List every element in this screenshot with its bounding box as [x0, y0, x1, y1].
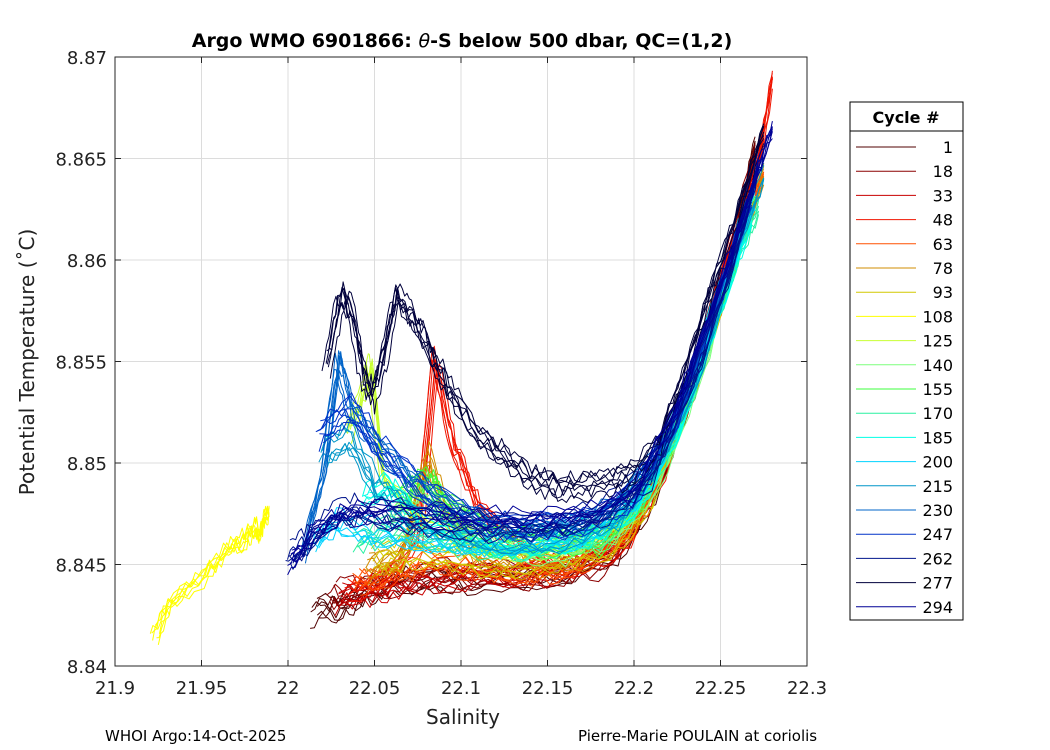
legend-title: Cycle #	[873, 108, 940, 127]
y-axis: 8.84 8.845 8.85 8.855 8.86 8.865 8.87	[55, 48, 807, 678]
legend-entry-48: 48	[933, 211, 953, 230]
legend-entry-200: 200	[922, 453, 953, 472]
legend-entry-93: 93	[933, 283, 953, 302]
profile-line-cycle-277	[326, 126, 765, 487]
legend-entry-155: 155	[922, 380, 953, 399]
profile-line-cycle-277	[321, 135, 765, 496]
legend-entry-140: 140	[922, 356, 953, 375]
legend-entry-185: 185	[922, 428, 953, 447]
legend-entry-170: 170	[922, 404, 953, 423]
profile-line-cycle-262	[292, 163, 760, 564]
y-tick-label: 8.855	[55, 353, 107, 374]
x-tick-label: 22.25	[695, 678, 747, 699]
profile-line-cycle-294	[292, 132, 773, 563]
profile-line-cycle-262	[288, 165, 760, 560]
profile-line-cycle-294	[287, 131, 773, 566]
x-tick-label: 21.95	[176, 678, 228, 699]
y-tick-label: 8.845	[55, 556, 107, 577]
y-tick-label: 8.87	[67, 48, 107, 69]
legend-entry-277: 277	[922, 574, 953, 593]
profile-line-cycle-262	[289, 165, 760, 560]
legend-entry-63: 63	[933, 235, 953, 254]
legend-entry-108: 108	[922, 307, 953, 326]
legend-entry-78: 78	[933, 259, 953, 278]
legend-entry-230: 230	[922, 501, 953, 520]
x-tick-label: 22.2	[614, 678, 654, 699]
legend-entry-33: 33	[933, 186, 953, 205]
x-tick-label: 22.15	[522, 678, 574, 699]
profile-line-cycle-294	[290, 126, 773, 555]
legend: Cycle # 1 18 33 48 63 78 93 108 125 140 155 170 185 2…	[849, 101, 964, 621]
y-tick-label: 8.86	[67, 251, 107, 272]
footer-left: WHOI Argo:14-Oct-2025	[105, 727, 286, 745]
x-axis-label: Salinity	[426, 705, 500, 729]
legend-box	[849, 101, 964, 621]
legend-entry-294: 294	[922, 598, 953, 617]
x-axis: 21.9 21.95 22 22.05 22.1 22.15 22.2 22.25 22.3	[95, 57, 827, 699]
chart-title: Argo WMO 6901866: θ-S below 500 dbar, QC…	[192, 30, 733, 52]
legend-entry-125: 125	[922, 332, 953, 351]
profile-line-cycle-215	[327, 179, 765, 555]
profile-line-cycle-247	[319, 201, 753, 543]
legend-entry-1: 1	[943, 138, 953, 157]
x-tick-label: 22.3	[787, 678, 827, 699]
profile-line-cycle-262	[289, 169, 760, 570]
footer-right: Pierre-Marie POULAIN at coriolis	[578, 727, 817, 745]
x-tick-label: 21.9	[95, 678, 135, 699]
legend-entry-247: 247	[922, 525, 953, 544]
legend-entry-215: 215	[922, 477, 953, 496]
legend-entry-262: 262	[922, 549, 953, 568]
profile-lines	[149, 70, 773, 646]
x-tick-label: 22	[277, 678, 300, 699]
y-tick-label: 8.85	[67, 454, 107, 475]
y-tick-label: 8.84	[67, 657, 107, 678]
y-tick-label: 8.865	[55, 150, 107, 171]
profile-line-cycle-262	[287, 158, 760, 560]
y-axis-label: Potential Temperature (˚C)	[15, 229, 39, 496]
x-tick-label: 22.1	[441, 678, 481, 699]
profile-line-cycle-108	[158, 505, 270, 635]
legend-entry-18: 18	[933, 162, 953, 181]
x-tick-label: 22.05	[349, 678, 401, 699]
